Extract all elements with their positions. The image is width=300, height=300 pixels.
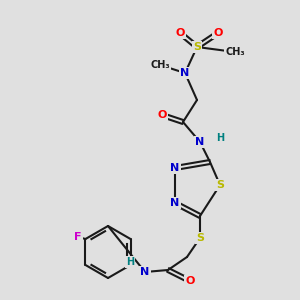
Text: O: O — [185, 276, 195, 286]
Text: S: S — [196, 233, 204, 243]
Text: N: N — [170, 163, 180, 173]
Text: CH₃: CH₃ — [150, 60, 170, 70]
Text: O: O — [175, 28, 185, 38]
Text: H: H — [126, 257, 134, 267]
Text: O: O — [157, 110, 167, 120]
Text: N: N — [170, 198, 180, 208]
Text: F: F — [74, 232, 82, 242]
Text: S: S — [193, 42, 201, 52]
Text: H: H — [216, 133, 224, 143]
Text: S: S — [216, 180, 224, 190]
Text: N: N — [140, 267, 150, 277]
Text: N: N — [180, 68, 190, 78]
Text: N: N — [195, 137, 205, 147]
Text: CH₃: CH₃ — [225, 47, 245, 57]
Text: O: O — [213, 28, 223, 38]
